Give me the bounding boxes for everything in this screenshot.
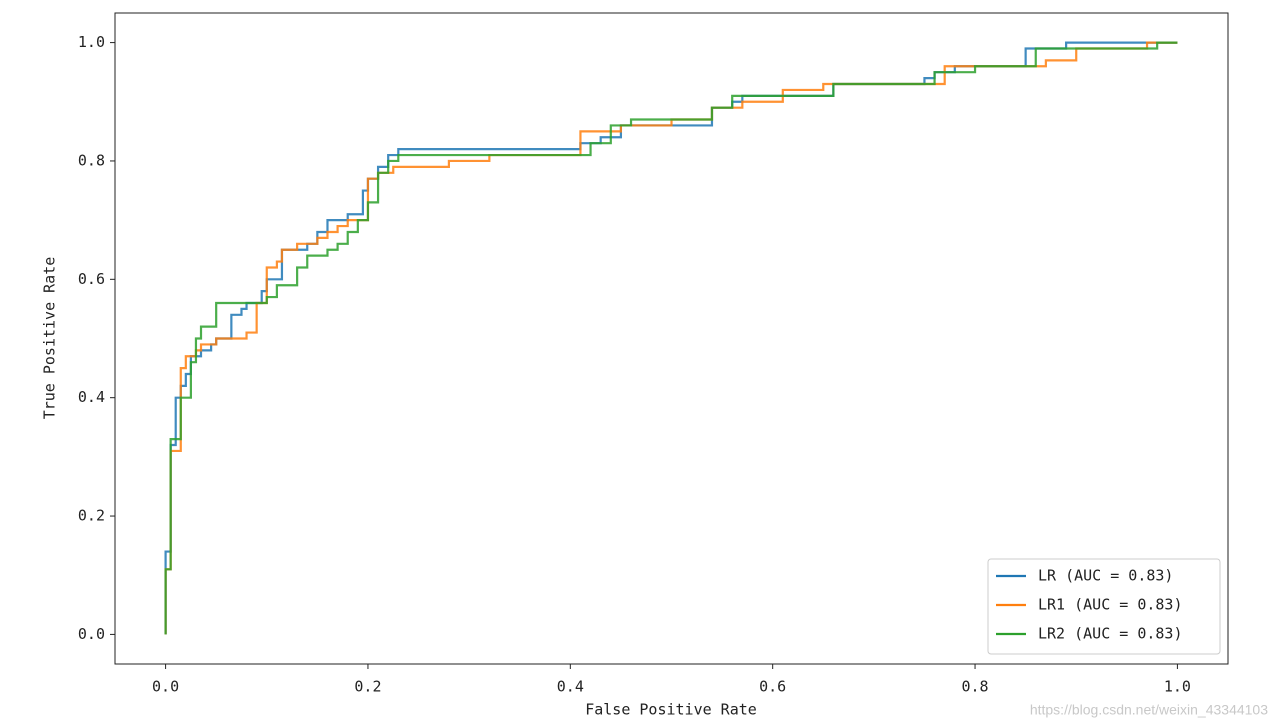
x-tick-label: 0.6 [759, 678, 786, 696]
y-tick-label: 0.0 [78, 625, 105, 643]
legend-label: LR1 (AUC = 0.83) [1038, 596, 1183, 614]
x-tick-label: 0.2 [354, 678, 381, 696]
y-tick-label: 0.8 [78, 151, 105, 169]
legend-label: LR (AUC = 0.83) [1038, 567, 1173, 585]
y-tick-label: 0.2 [78, 507, 105, 525]
legend-box [987, 558, 1221, 655]
x-tick-label: 0.4 [557, 678, 584, 696]
x-tick-label: 0.8 [961, 678, 988, 696]
x-axis-label: False Positive Rate [585, 701, 757, 719]
x-tick-label: 1.0 [1164, 678, 1191, 696]
legend-label: LR2 (AUC = 0.83) [1038, 625, 1183, 643]
y-tick-label: 0.4 [78, 388, 105, 406]
x-tick-label: 0.0 [152, 678, 179, 696]
watermark: https://blog.csdn.net/weixin_43344103 [1030, 702, 1268, 718]
y-tick-label: 0.6 [78, 270, 105, 288]
plot-frame [114, 12, 1229, 665]
y-axis-label: True Positive Rate [41, 257, 59, 420]
roc-line [164, 41, 1178, 635]
y-tick-label: 1.0 [78, 33, 105, 51]
roc-line [164, 41, 1178, 635]
